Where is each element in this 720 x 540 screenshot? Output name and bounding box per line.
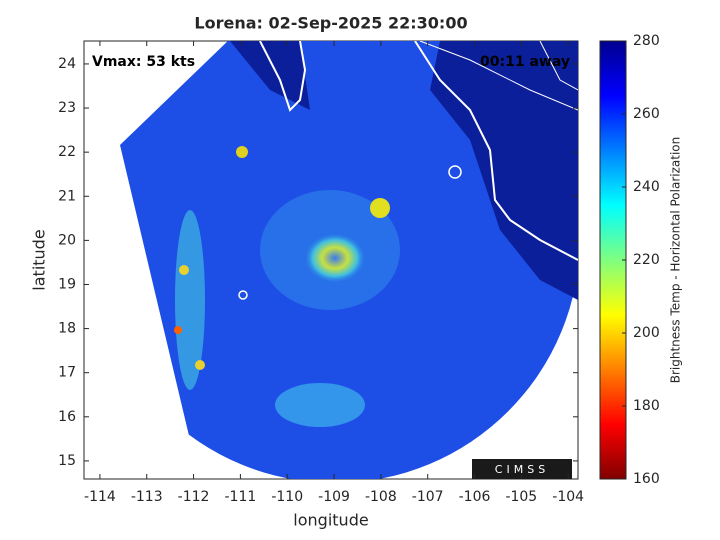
logo-text: CIMSS bbox=[495, 463, 549, 476]
colorbar-tick-label: 200 bbox=[633, 325, 660, 341]
colorbar-tick-label: 220 bbox=[633, 252, 660, 268]
time-away-label: 00:11 away bbox=[480, 54, 570, 70]
colorbar-label: Brightness Temp - Horizontal Polarizatio… bbox=[669, 137, 683, 384]
y-tick-label: 18 bbox=[58, 321, 76, 337]
y-tick-label: 19 bbox=[58, 276, 76, 292]
x-tick-label: -104 bbox=[552, 489, 584, 505]
y-tick-label: 16 bbox=[58, 409, 76, 425]
y-tick-label: 17 bbox=[58, 365, 76, 381]
x-axis-label: longitude bbox=[293, 511, 368, 530]
colorbar-tick-label: 240 bbox=[633, 179, 660, 195]
x-tick-label: -109 bbox=[318, 489, 350, 505]
y-tick-label: 15 bbox=[58, 453, 76, 469]
title: Lorena: 02-Sep-2025 22:30:00 bbox=[194, 14, 467, 33]
x-tick-label: -106 bbox=[459, 489, 491, 505]
y-tick-label: 22 bbox=[58, 144, 76, 160]
y-tick-label: 21 bbox=[58, 188, 76, 204]
x-tick-label: -113 bbox=[131, 489, 163, 505]
y-tick-label: 24 bbox=[58, 56, 76, 72]
x-tick-label: -112 bbox=[178, 489, 210, 505]
x-tick-label: -111 bbox=[225, 489, 257, 505]
x-tick-label: -107 bbox=[412, 489, 444, 505]
x-tick-label: -114 bbox=[84, 489, 116, 505]
logo: CIMSS bbox=[472, 429, 572, 479]
y-tick-label: 20 bbox=[58, 232, 76, 248]
colorbar-tick-label: 160 bbox=[633, 471, 660, 487]
x-tick-label: -105 bbox=[505, 489, 537, 505]
x-tick-label: -110 bbox=[271, 489, 303, 505]
x-tick-label: -108 bbox=[365, 489, 397, 505]
y-axis-label: latitude bbox=[30, 229, 49, 290]
colorbar-tick-label: 180 bbox=[633, 398, 660, 414]
satellite-swath bbox=[120, 41, 578, 479]
y-tick-label: 23 bbox=[58, 100, 76, 116]
colorbar-tick-label: 280 bbox=[633, 33, 660, 49]
colorbar-tick-label: 260 bbox=[633, 106, 660, 122]
vmax-label: Vmax: 53 kts bbox=[92, 54, 195, 70]
